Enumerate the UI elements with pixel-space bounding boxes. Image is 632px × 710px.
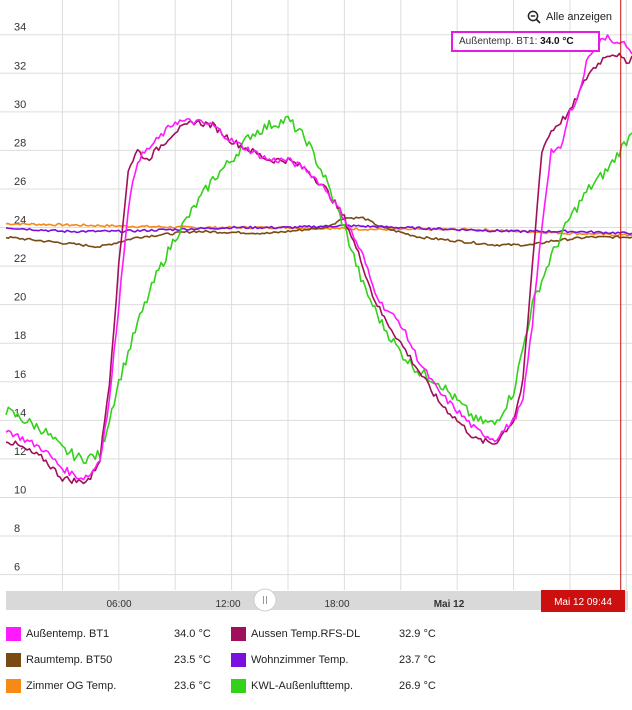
navigator-track[interactable] bbox=[6, 591, 628, 610]
x-tick-label: Mai 12 bbox=[434, 599, 465, 610]
zoom-out-icon bbox=[527, 10, 541, 24]
legend-value: 32.9 °C bbox=[399, 628, 436, 640]
legend-value: 23.7 °C bbox=[399, 654, 436, 666]
y-tick-label: 10 bbox=[14, 484, 26, 496]
tooltip-series-label: Außentemp. BT1: bbox=[459, 36, 538, 47]
legend-label: Zimmer OG Temp. bbox=[26, 680, 117, 692]
legend-swatch bbox=[6, 653, 21, 667]
y-tick-label: 34 bbox=[14, 22, 26, 34]
y-tick-label: 20 bbox=[14, 292, 26, 304]
legend-item-aussen_rfs[interactable]: Aussen Temp.RFS-DL 32.9 °C bbox=[231, 624, 436, 644]
legend-swatch bbox=[231, 653, 246, 667]
x-tick-label: 12:00 bbox=[215, 599, 240, 610]
reset-zoom-label: Alle anzeigen bbox=[546, 11, 613, 23]
legend-value: 23.6 °C bbox=[174, 680, 211, 692]
x-tick-label: 06:00 bbox=[106, 599, 131, 610]
legend-item-wohnzimmer[interactable]: Wohnzimmer Temp. 23.7 °C bbox=[231, 650, 436, 670]
y-tick-label: 8 bbox=[14, 523, 20, 535]
legend-item-zimmer_og[interactable]: Zimmer OG Temp. 23.6 °C bbox=[6, 676, 211, 696]
legend-label: Außentemp. BT1 bbox=[26, 628, 110, 640]
x-tick-label: 18:00 bbox=[324, 599, 349, 610]
horizontal-gridlines bbox=[0, 34, 632, 576]
legend-item-kwl[interactable]: KWL-Außenlufttemp. 26.9 °C bbox=[231, 676, 436, 696]
legend-label: Wohnzimmer Temp. bbox=[251, 654, 349, 666]
reset-zoom-button[interactable]: Alle anzeigen bbox=[527, 10, 612, 24]
vertical-gridlines bbox=[61, 0, 627, 590]
y-tick-label: 14 bbox=[14, 407, 26, 419]
y-tick-label: 22 bbox=[14, 253, 26, 265]
navigator-handle[interactable] bbox=[253, 588, 277, 612]
legend-swatch bbox=[231, 679, 246, 693]
series-lines bbox=[5, 34, 632, 485]
series-line-zimmer_og[interactable] bbox=[5, 222, 632, 237]
legend-swatch bbox=[6, 679, 21, 693]
y-tick-label: 16 bbox=[14, 369, 26, 381]
cursor-label-box bbox=[541, 590, 625, 612]
y-tick-label: 28 bbox=[14, 137, 26, 149]
y-tick-label: 32 bbox=[14, 60, 26, 72]
tooltip-value: 34.0 °C bbox=[540, 36, 574, 47]
legend-value: 23.5 °C bbox=[174, 654, 211, 666]
y-tick-label: 30 bbox=[14, 99, 26, 111]
series-line-raum_bt50[interactable] bbox=[5, 216, 632, 249]
legend-item-raum_bt50[interactable]: Raumtemp. BT50 23.5 °C bbox=[6, 650, 211, 670]
hover-tooltip: Außentemp. BT1: 34.0 °C bbox=[451, 31, 600, 52]
legend-item-aussen_bt1[interactable]: Außentemp. BT1 34.0 °C bbox=[6, 624, 211, 644]
y-tick-label: 18 bbox=[14, 330, 26, 342]
legend-value: 34.0 °C bbox=[174, 628, 211, 640]
time-navigator-bar[interactable] bbox=[6, 588, 628, 612]
x-axis-tick-labels: 06:00 12:00 18:00 Mai 12 bbox=[106, 599, 464, 610]
legend-label: KWL-Außenlufttemp. bbox=[251, 680, 354, 692]
y-tick-label: 6 bbox=[14, 562, 20, 574]
legend-swatch bbox=[6, 627, 21, 641]
legend-label: Aussen Temp.RFS-DL bbox=[251, 628, 361, 640]
series-line-kwl[interactable] bbox=[5, 115, 632, 465]
legend-label: Raumtemp. BT50 bbox=[26, 654, 113, 666]
series-line-aussen_bt1[interactable] bbox=[5, 34, 632, 481]
legend-swatch bbox=[231, 627, 246, 641]
time-cursor: Mai 12 09:44 bbox=[541, 0, 625, 612]
series-line-wohnzimmer[interactable] bbox=[5, 224, 632, 235]
y-tick-label: 12 bbox=[14, 446, 26, 458]
cursor-label: Mai 12 09:44 bbox=[554, 597, 612, 608]
legend-value: 26.9 °C bbox=[399, 680, 436, 692]
y-tick-label: 26 bbox=[14, 176, 26, 188]
